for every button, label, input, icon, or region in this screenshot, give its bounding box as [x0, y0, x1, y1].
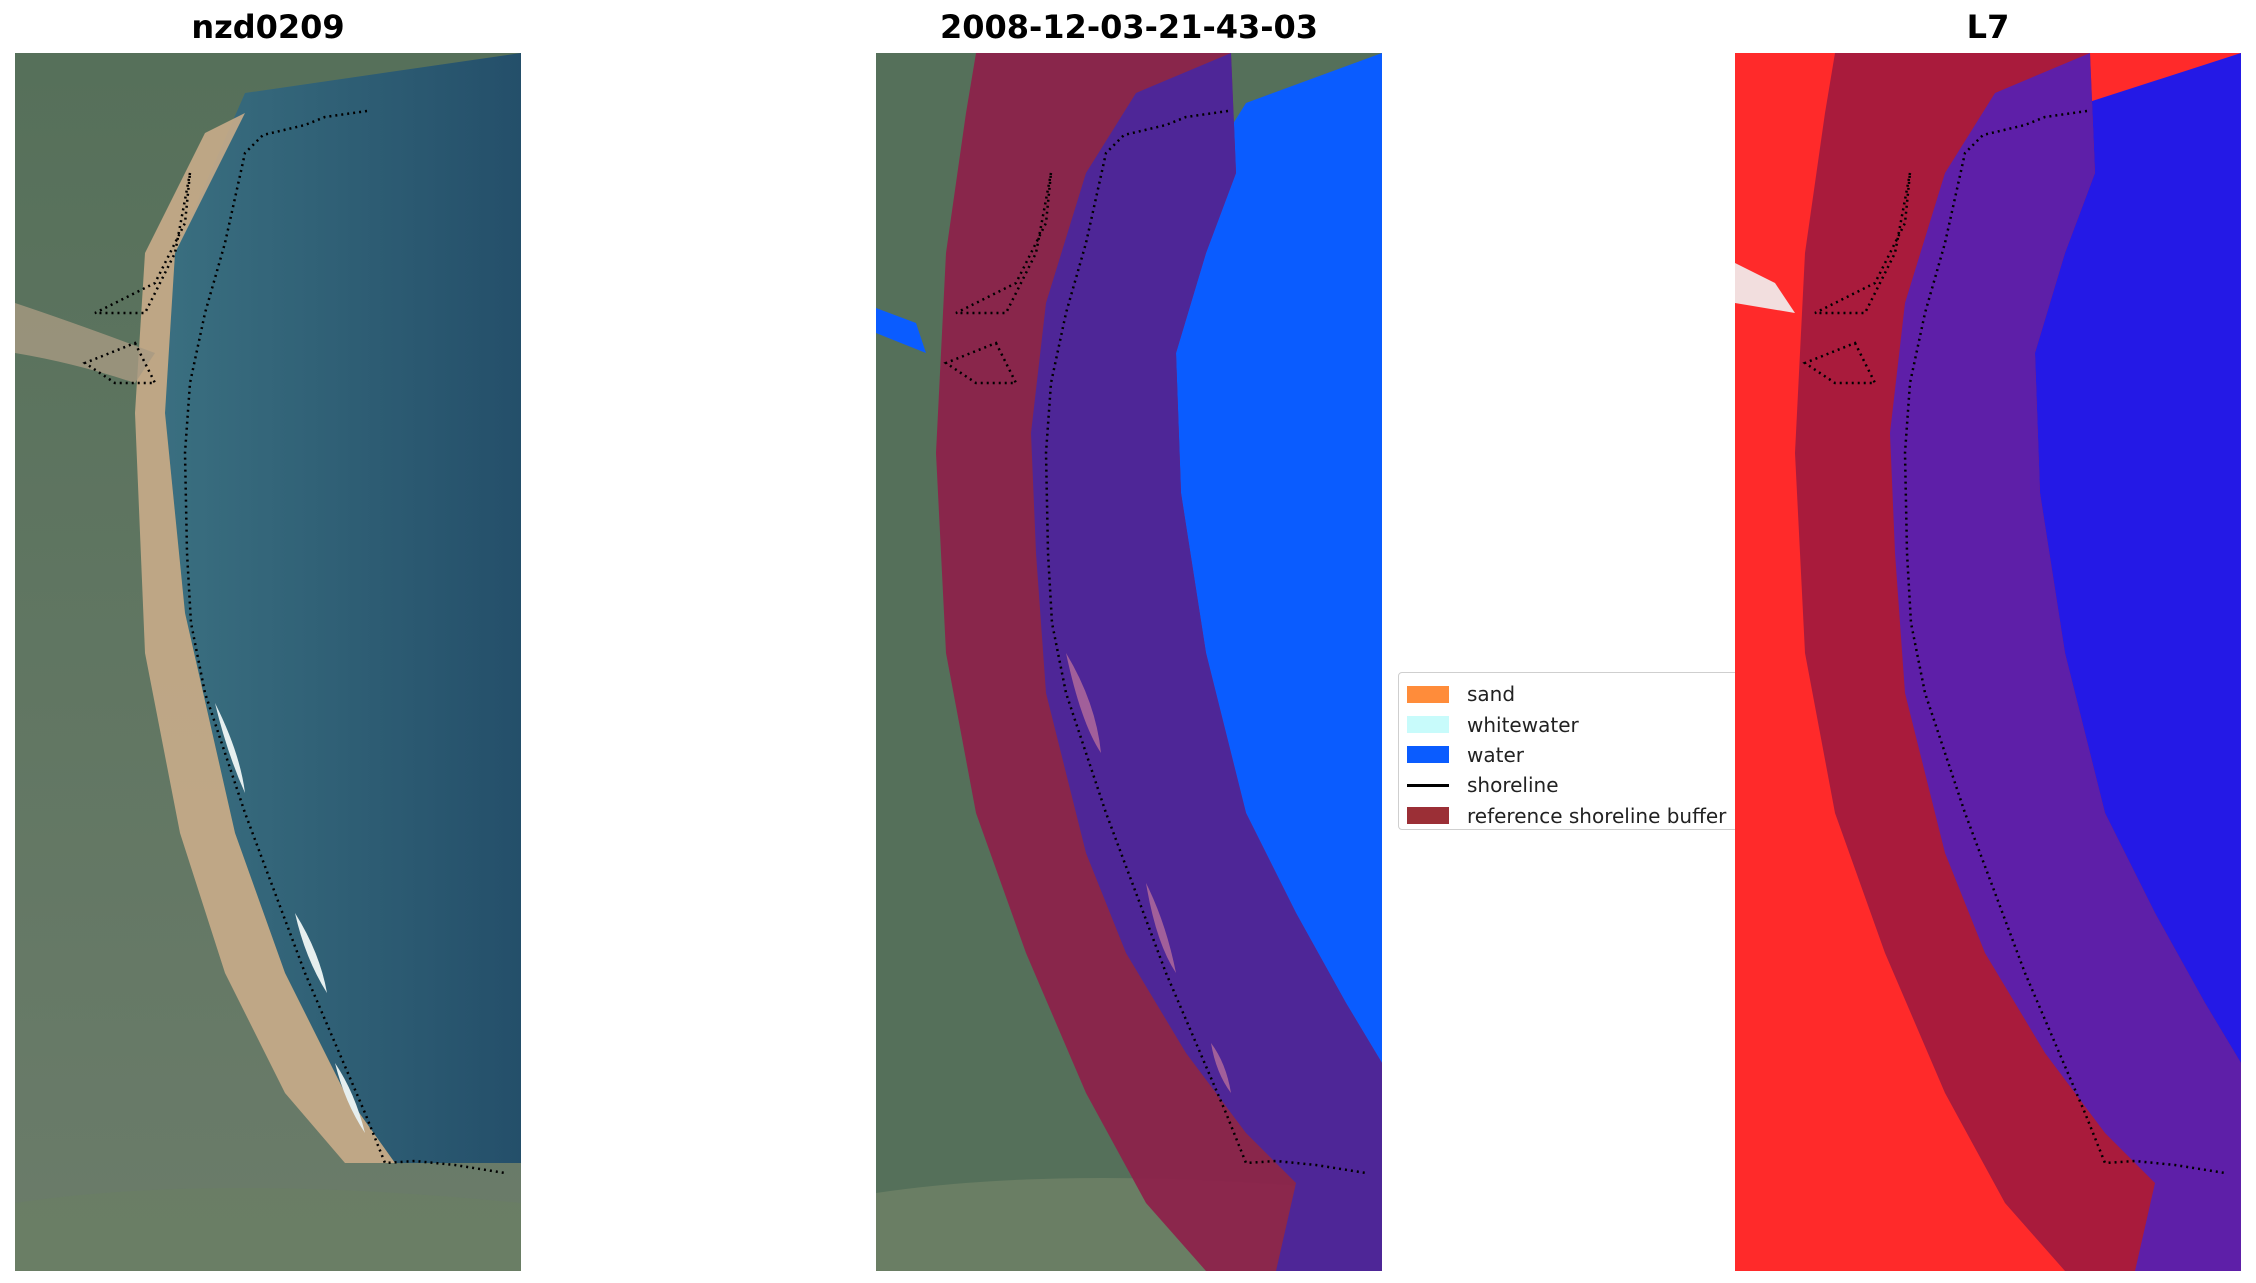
estuary-channel	[15, 303, 155, 383]
water-class-region	[876, 308, 926, 353]
legend-label: reference shoreline buffer	[1467, 803, 1727, 828]
classification-panel	[876, 53, 1382, 1271]
legend: sand whitewater water shoreline referenc…	[1398, 672, 1744, 830]
southern-land	[15, 1188, 521, 1271]
legend-label: shoreline	[1467, 773, 1559, 798]
buffer-over-water	[1890, 53, 2241, 1271]
panel-title-classification: 2008-12-03-21-43-03	[939, 8, 1319, 46]
beach-strip	[135, 113, 395, 1163]
whitewater-class-patch	[1066, 653, 1101, 753]
water-swatch-icon	[1407, 746, 1449, 764]
shoreline-line-icon	[1407, 783, 1449, 787]
shoreline-line	[82, 341, 158, 385]
whitewater-class-patch	[1146, 883, 1176, 973]
whitewater-patch	[295, 913, 327, 993]
classification-image	[876, 53, 1382, 1271]
buffer-over-water	[1031, 53, 1382, 1271]
legend-label: water	[1467, 742, 1524, 767]
legend-item-shoreline: shoreline	[1407, 770, 1733, 800]
rgb-satellite-image	[15, 53, 521, 1271]
water-class-region	[1176, 53, 1382, 1271]
shoreline-line	[943, 341, 1019, 385]
legend-label: sand	[1467, 682, 1516, 707]
sand-swatch-icon	[1407, 685, 1449, 703]
panel-title-index: L7	[1966, 8, 2010, 46]
panel-title-rgb: nzd0209	[191, 8, 345, 46]
legend-item-reference-shoreline-buffer: reference shoreline buffer	[1407, 801, 1733, 831]
shoreline-line	[1814, 172, 1912, 315]
index-panel	[1735, 53, 2241, 1271]
shoreline-line	[94, 172, 192, 315]
index-image	[1735, 53, 2241, 1271]
whitewater-swatch-icon	[1407, 716, 1449, 734]
shoreline-line	[955, 172, 1053, 315]
rgb-image-panel	[15, 53, 521, 1271]
water-index-region	[2035, 53, 2241, 1133]
whitewater-patch	[215, 703, 245, 793]
shoreline-line	[1802, 341, 1878, 385]
whitewater-patch	[335, 1063, 365, 1133]
ocean-area	[165, 53, 521, 1163]
legend-item-water: water	[1407, 740, 1733, 770]
legend-item-whitewater: whitewater	[1407, 709, 1733, 739]
whitewater-class-patch	[1211, 1043, 1231, 1093]
channel-highlight	[1735, 263, 1795, 313]
buffer-swatch-icon	[1407, 807, 1449, 825]
legend-item-sand: sand	[1407, 679, 1733, 709]
legend-label: whitewater	[1467, 712, 1579, 737]
